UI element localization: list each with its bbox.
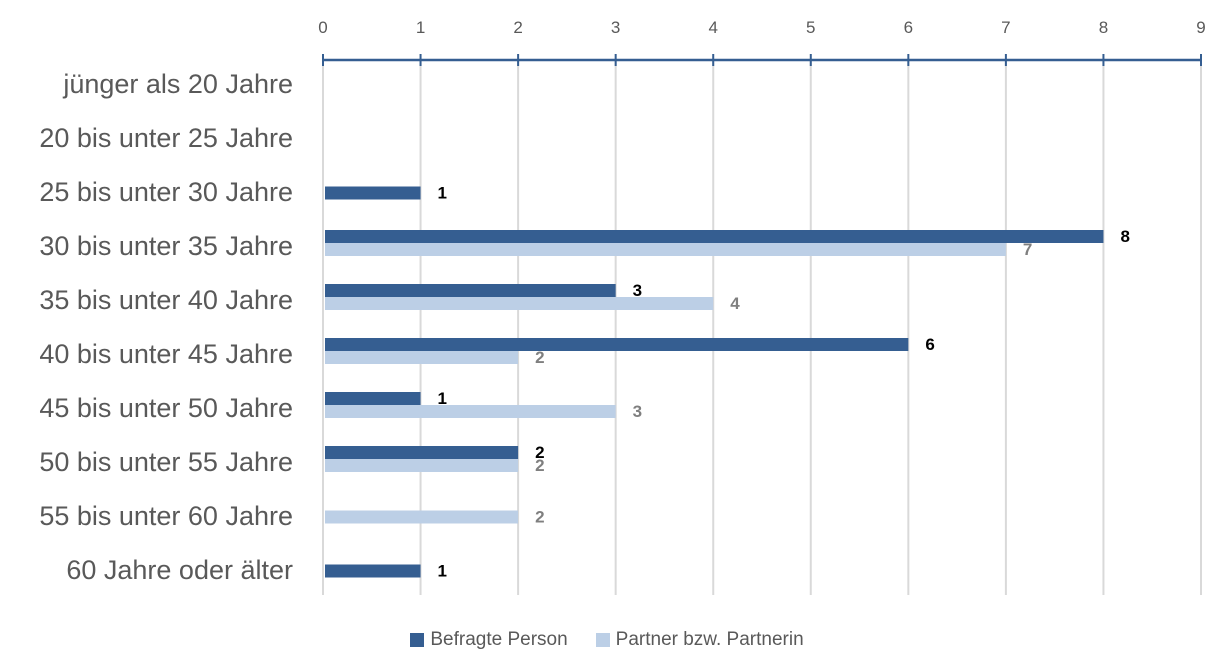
category-label-4: 35 bis unter 40 Jahre: [39, 285, 293, 315]
x-tick-label-6: 6: [904, 18, 913, 37]
data-label-s1-c8: 2: [535, 507, 544, 526]
legend: Befragte Person Partner bzw. Partnerin: [0, 625, 1214, 655]
bar-s0-c6: [325, 392, 421, 405]
data-label-s1-c6: 3: [633, 402, 642, 421]
legend-label-befragte: Befragte Person: [430, 629, 568, 650]
bar-s0-c9: [325, 564, 421, 578]
bar-s0-c4: [325, 284, 616, 297]
category-label-8: 55 bis unter 60 Jahre: [39, 501, 293, 531]
data-label-s1-c5: 2: [535, 348, 544, 367]
legend-swatch-partner: [595, 633, 610, 647]
legend-swatch-befragte: [410, 633, 425, 647]
category-label-2: 25 bis unter 30 Jahre: [39, 177, 293, 207]
data-label-s1-c7: 2: [535, 456, 544, 475]
x-tick-label-2: 2: [513, 18, 522, 37]
bar-s1-c6: [325, 405, 616, 418]
data-label-s0-c7: 2: [535, 443, 544, 462]
bar-s1-c7: [325, 459, 519, 472]
x-tick-label-3: 3: [611, 18, 620, 37]
data-label-s0-c4: 3: [633, 281, 642, 300]
data-label-s1-c4: 4: [730, 294, 740, 313]
x-tick-label-7: 7: [1001, 18, 1010, 37]
bar-s1-c4: [325, 297, 714, 310]
x-tick-label-9: 9: [1196, 18, 1205, 37]
category-label-6: 45 bis unter 50 Jahre: [39, 393, 293, 423]
x-tick-label-1: 1: [416, 18, 425, 37]
legend-item-partner: Partner bzw. Partnerin: [595, 629, 804, 651]
category-label-9: 60 Jahre oder älter: [66, 555, 293, 585]
data-label-s0-c5: 6: [925, 335, 934, 354]
data-label-s0-c3: 8: [1120, 227, 1129, 246]
bar-s1-c5: [325, 351, 519, 364]
bar-s0-c7: [325, 446, 519, 459]
x-tick-label-8: 8: [1099, 18, 1108, 37]
x-tick-label-4: 4: [708, 18, 717, 37]
bar-s1-c3: [325, 243, 1006, 256]
legend-label-partner: Partner bzw. Partnerin: [615, 629, 804, 650]
category-label-0: jünger als 20 Jahre: [62, 69, 293, 99]
category-label-5: 40 bis unter 45 Jahre: [39, 339, 293, 369]
data-label-s0-c6: 1: [438, 389, 447, 408]
x-tick-label-5: 5: [806, 18, 815, 37]
legend-item-befragte: Befragte Person: [410, 629, 568, 651]
x-tick-label-0: 0: [318, 18, 327, 37]
data-label-s0-c2: 1: [438, 183, 447, 202]
data-label-s1-c3: 7: [1023, 240, 1032, 259]
bar-s1-c8: [325, 510, 519, 524]
category-label-1: 20 bis unter 25 Jahre: [39, 123, 293, 153]
bar-s0-c5: [325, 338, 909, 351]
bar-s0-c3: [325, 230, 1104, 243]
category-label-3: 30 bis unter 35 Jahre: [39, 231, 293, 261]
category-label-7: 50 bis unter 55 Jahre: [39, 447, 293, 477]
bar-s0-c2: [325, 186, 421, 200]
bar-chart-svg: 0 1 2 3 4 5 6 7 8 9 jünger als 20 Jahre 20 bis unte…: [39, 18, 1206, 595]
data-label-s0-c9: 1: [438, 561, 447, 580]
